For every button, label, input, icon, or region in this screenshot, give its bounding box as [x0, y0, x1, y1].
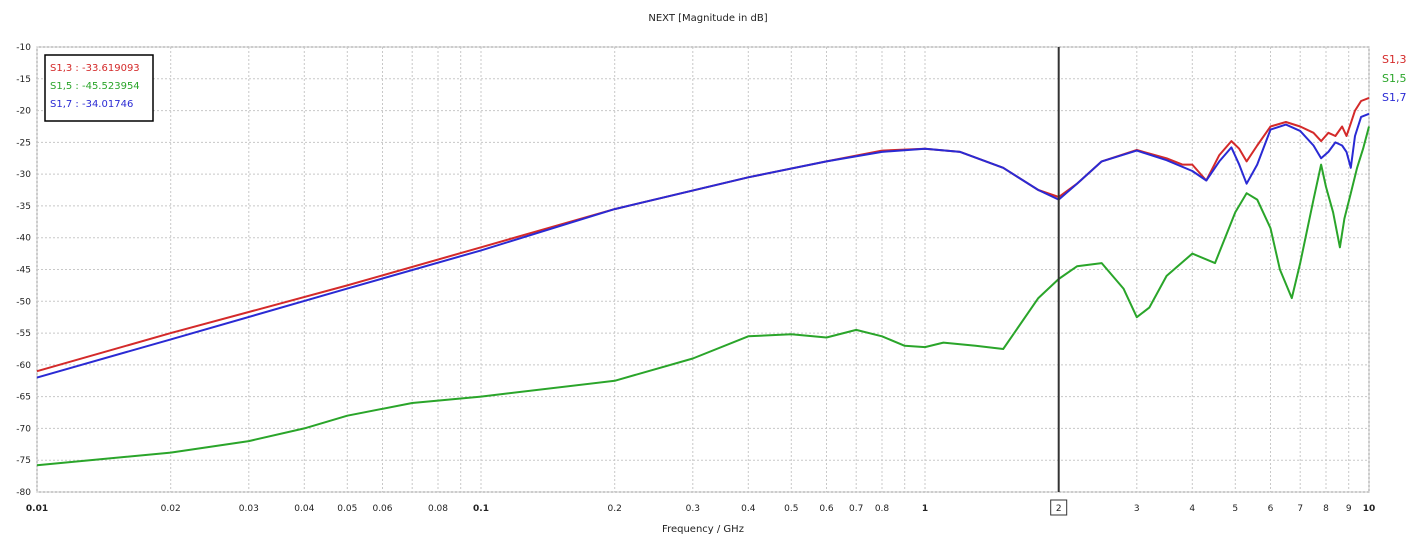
x-tick-label: 0.5 [784, 504, 798, 514]
series-end-label: S1,5 [1382, 72, 1406, 85]
legend-entry: S1,7 : -34.01746 [50, 99, 133, 110]
x-tick-label: 3 [1134, 504, 1140, 514]
y-tick-label: -35 [16, 202, 31, 212]
x-tick-label: 4 [1189, 504, 1195, 514]
x-axis-label: Frequency / GHz [662, 524, 744, 535]
legend-entry: S1,5 : -45.523954 [50, 81, 140, 92]
x-tick-label: 0.7 [849, 504, 863, 514]
legend-entry: S1,3 : -33.619093 [50, 63, 140, 74]
x-tick-label: 9 [1346, 504, 1352, 514]
y-tick-label: -80 [16, 488, 31, 498]
x-tick-label: 0.4 [741, 504, 756, 514]
chart-title: NEXT [Magnitude in dB] [648, 13, 767, 24]
x-tick-label: 0.8 [875, 504, 890, 514]
y-tick-label: -75 [16, 456, 31, 466]
marker-label[interactable]: 2 [1056, 504, 1062, 514]
x-tick-label: 0.6 [819, 504, 834, 514]
legend-box [44, 54, 154, 122]
x-tick-label: 0.08 [428, 504, 448, 514]
x-tick-label: 0.01 [26, 504, 48, 514]
x-tick-label: 0.03 [239, 504, 259, 514]
series-end-label: S1,3 [1382, 53, 1406, 66]
series-line-S15 [36, 126, 1370, 467]
y-tick-label: -30 [16, 170, 31, 180]
y-tick-label: -65 [16, 393, 31, 403]
series-end-label: S1,7 [1382, 91, 1406, 104]
x-tick-label: 8 [1323, 504, 1329, 514]
x-tick-label: 0.02 [161, 504, 181, 514]
x-tick-label: 10 [1363, 504, 1376, 514]
y-tick-label: -40 [16, 234, 31, 244]
y-tick-label: -10 [16, 43, 31, 53]
series-line-S17 [36, 112, 1370, 379]
y-tick-label: -45 [16, 266, 31, 276]
grid [36, 46, 1370, 493]
y-tick-label: -60 [16, 361, 31, 371]
x-tick-label: 6 [1268, 504, 1274, 514]
y-tick-labels: -10 -15 -20 -25 -30 -35 -40 -45 -50 -55 -60 -65 -70 -… [16, 43, 31, 498]
frequency-marker[interactable]: 2 [1050, 47, 1068, 516]
x-tick-label: 5 [1232, 504, 1238, 514]
x-tick-label: 7 [1297, 504, 1303, 514]
y-tick-label: -50 [16, 297, 31, 307]
x-tick-label: 0.3 [686, 504, 700, 514]
x-tick-label: 0.06 [372, 504, 392, 514]
y-tick-label: -55 [16, 329, 31, 339]
x-tick-label: 1 [922, 504, 928, 514]
y-tick-label: -70 [16, 424, 31, 434]
y-tick-label: -15 [16, 75, 31, 85]
y-tick-label: -20 [16, 107, 31, 117]
marker-label-box[interactable] [1050, 499, 1068, 516]
series-lines [36, 96, 1370, 467]
x-tick-label: 0.04 [294, 504, 314, 514]
x-tick-label: 0.1 [473, 504, 489, 514]
legend: S1,3 : -33.619093 S1,5 : -45.523954 S1,7 :… [44, 54, 154, 122]
x-tick-label: 0.2 [608, 504, 622, 514]
series-end-labels: S1,3 S1,5 S1,7 [1382, 53, 1406, 104]
y-tick-label: -25 [16, 138, 31, 148]
x-tick-labels: 0.01 0.02 0.03 0.04 0.05 0.06 0.08 0.1 0.2 0.3 0.4… [26, 504, 1375, 514]
x-tick-label: 0.05 [337, 504, 357, 514]
